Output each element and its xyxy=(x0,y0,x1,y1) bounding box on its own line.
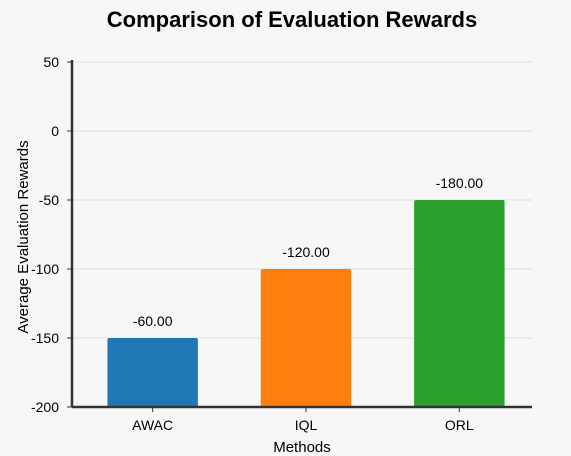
y-axis-label: Average Evaluation Rewards xyxy=(15,140,32,333)
x-tick-label: IQL xyxy=(295,417,318,433)
bars xyxy=(107,200,505,407)
y-tick-label: 0 xyxy=(51,123,59,139)
data-labels: -60.00 -120.00 -180.00 xyxy=(133,175,483,329)
y-tick-label: 50 xyxy=(43,54,59,70)
bar-orl xyxy=(414,200,505,407)
bar-awac xyxy=(107,338,198,407)
chart-title: Comparison of Evaluation Rewards xyxy=(107,7,477,32)
data-label: -180.00 xyxy=(436,175,484,191)
bar-iql xyxy=(260,269,352,407)
x-axis-label: Methods xyxy=(273,439,331,456)
x-tick-label: ORL xyxy=(445,417,474,433)
y-tick-label: -50 xyxy=(39,192,59,208)
x-tick-label: AWAC xyxy=(132,417,173,433)
y-tick-label: -100 xyxy=(31,261,59,277)
y-axis: 50 0 -50 -100 -150 -200 xyxy=(31,54,74,415)
data-label: -120.00 xyxy=(282,244,330,260)
x-axis: AWAC IQL ORL xyxy=(72,405,532,433)
y-tick-label: -200 xyxy=(31,399,59,415)
y-tick-label: -150 xyxy=(31,330,59,346)
data-label: -60.00 xyxy=(133,313,173,329)
